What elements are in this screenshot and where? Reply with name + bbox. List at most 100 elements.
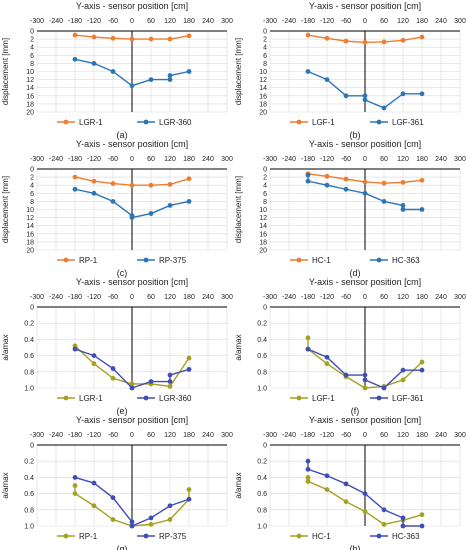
data-point [381,521,387,527]
x-tick-label: -240 [49,156,63,163]
data-point [91,61,97,66]
y-tick-label: 0.2 [24,459,34,466]
x-tick-label: -180 [68,294,82,301]
y-tick-label: 18 [26,101,34,108]
y-tick-label: 18 [259,101,267,108]
x-tick-label: 120 [397,156,409,163]
x-tick-label: -120 [320,294,334,301]
data-point [129,385,135,391]
y-tick-label: 0.6 [257,491,267,498]
x-tick-label: 180 [183,432,195,439]
y-tick-label: 0 [263,167,267,174]
data-point [362,377,368,383]
y-tick-label: 0.4 [24,475,34,482]
y-tick-label: 0 [263,443,267,450]
data-point [305,335,311,341]
data-point [305,32,311,38]
x-tick-label: -60 [341,432,351,439]
y-tick-label: 1.0 [24,386,34,393]
y-tick-label: 18 [259,239,267,246]
x-tick-label: 0 [363,18,367,25]
legend-swatch-marker [63,257,69,263]
data-point [381,507,387,513]
y-tick-label: 0.6 [257,353,267,360]
x-tick-label: -300 [30,18,44,25]
y-tick-label: 2 [263,37,267,44]
x-tick-label: 300 [454,156,466,163]
data-point [324,173,330,179]
data-point [400,203,406,208]
y-tick-label: 12 [259,215,267,222]
x-tick-label: 240 [202,18,214,25]
data-point [324,182,330,188]
legend-label: RP-375 [159,532,187,541]
x-tick-label: 60 [147,294,155,301]
data-point [419,91,425,97]
x-tick-label: -180 [301,156,315,163]
x-tick-label: -300 [30,432,44,439]
x-tick-label: 180 [183,294,195,301]
y-axis-label: a/amax [234,334,243,360]
chart-panel-e: Y-axis - sensor position [cm] -300 -240 -18… [1,277,233,416]
legend-label: LGF-361 [392,118,424,127]
x-tick-label: 240 [202,294,214,301]
data-point [324,77,330,82]
data-point [148,515,154,521]
x-tick-label: 120 [397,294,409,301]
legend-swatch-marker [143,119,149,125]
y-tick-label: 10 [26,207,34,214]
x-tick-label: 0 [363,432,367,439]
series-line-LGF-361 [307,348,422,389]
data-point [419,34,425,40]
x-tick-label: -120 [87,18,101,25]
x-tick-label: -180 [301,432,315,439]
data-point [419,367,425,373]
data-point [381,199,387,204]
data-point [343,186,349,192]
data-point [129,36,135,42]
data-point [324,487,330,492]
data-point [362,509,368,514]
legend-swatch-marker [296,257,302,263]
x-tick-label: 300 [221,156,233,163]
y-tick-label: 0 [263,29,267,36]
legend-label: LGR-1 [79,394,103,403]
y-tick-label: 4 [263,45,267,52]
panel-label: (e) [117,406,128,416]
y-tick-label: 1.0 [257,524,267,531]
y-axis-label: a/amax [1,334,10,360]
data-point [343,499,349,505]
data-point [110,517,116,522]
legend-swatch-marker [296,119,302,125]
y-tick-label: 6 [263,53,267,60]
x-tick-label: 300 [454,294,466,301]
chart-title: Y-axis - sensor position [cm] [309,1,421,11]
y-tick-label: 0.2 [257,321,267,328]
y-tick-label: 0 [30,305,34,312]
legend-label: HC-363 [392,532,420,541]
data-point [72,174,78,180]
legend-swatch-marker [296,533,302,539]
x-tick-label: 180 [416,432,428,439]
data-point [305,479,311,484]
y-tick-label: 8 [30,61,34,68]
x-tick-label: 180 [416,294,428,301]
y-tick-label: 1.0 [257,386,267,393]
chart-panel-g: Y-axis - sensor position [cm] -300 -240 -18… [1,415,233,550]
y-tick-label: 20 [26,248,34,255]
legend-label: HC-1 [312,532,331,541]
legend-swatch-marker [63,119,69,125]
data-point [110,375,116,381]
y-tick-label: 12 [26,77,34,84]
data-point [400,377,406,383]
x-tick-label: 0 [130,18,134,25]
data-point [91,503,97,509]
panel-label: (a) [117,130,128,140]
x-tick-label: -180 [68,18,82,25]
data-point [362,372,368,378]
data-point [400,37,406,43]
x-tick-label: -300 [30,156,44,163]
chart-title: Y-axis - sensor position [cm] [76,1,188,11]
data-point [186,69,192,74]
y-tick-label: 6 [30,191,34,198]
